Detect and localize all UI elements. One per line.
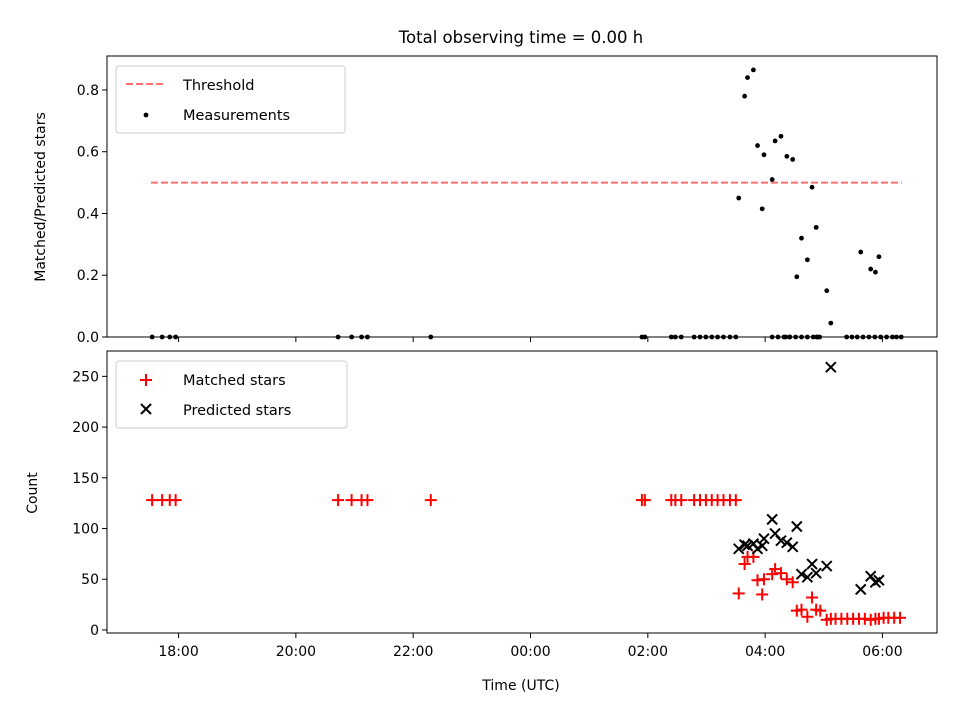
- predicted-star-point: [786, 541, 799, 553]
- top-plot-frame: [106, 55, 938, 338]
- matched-star-point: [757, 573, 770, 586]
- bottom-plot-frame: [106, 350, 938, 634]
- x-axis-label: Time (UTC): [481, 678, 559, 694]
- measurement-point: [736, 195, 742, 201]
- matched-star-point: [756, 588, 769, 601]
- x-tick-label: 04:00: [745, 644, 785, 660]
- predicted-star-point: [821, 560, 833, 572]
- y-tick-label: 0.4: [77, 206, 99, 222]
- matched-star-point: [814, 604, 827, 617]
- measurement-point: [755, 143, 760, 148]
- y-tick-label: 0.8: [77, 83, 99, 99]
- measurement-point: [759, 206, 765, 212]
- x-tick-label: 18:00: [158, 644, 198, 660]
- matched-star-point: [675, 494, 688, 507]
- predicted-star-point: [873, 574, 885, 586]
- matched-star-point: [732, 587, 745, 600]
- x-tick-label: 06:00: [862, 644, 902, 660]
- measurement-point: [751, 67, 756, 73]
- matched-star-point: [332, 494, 345, 507]
- predicted-legend-label: Predicted stars: [183, 403, 291, 419]
- measurement-point: [828, 320, 834, 326]
- measurement-point: [813, 224, 819, 230]
- measurement-point: [784, 153, 790, 159]
- measurement-point: [769, 177, 775, 182]
- x-tick-label: 02:00: [628, 644, 668, 660]
- threshold-legend-label: Threshold: [182, 78, 254, 94]
- measurement-point: [745, 75, 750, 81]
- matched-star-point: [894, 611, 907, 624]
- x-tick-label: 20:00: [276, 644, 316, 660]
- top-legend: Threshold Measurements: [115, 65, 346, 134]
- x-tick-label: 22:00: [393, 644, 433, 660]
- y-tick-label: 250: [72, 369, 99, 385]
- matched-legend-marker: [140, 374, 152, 386]
- predicted-star-point: [766, 513, 778, 526]
- predicted-star-point: [806, 558, 818, 570]
- measurement-point: [799, 235, 804, 241]
- matched-star-point: [751, 574, 764, 587]
- matched-star-point: [361, 494, 374, 507]
- measurement-point: [858, 249, 864, 255]
- predicted-star-point: [733, 543, 745, 555]
- measurement-point: [794, 274, 800, 280]
- measurement-point: [804, 257, 810, 263]
- top-y-axis-label: Matched/Predicted stars: [33, 112, 49, 282]
- matched-star-point: [806, 591, 819, 604]
- bottom-plot-area: [146, 361, 907, 626]
- matched-star-point: [638, 494, 651, 507]
- matched-star-point: [424, 494, 437, 507]
- measurements-legend-marker: [143, 112, 149, 118]
- matched-star-point: [786, 576, 799, 589]
- measurement-point: [742, 93, 748, 99]
- predicted-star-point: [795, 568, 808, 580]
- measurement-point: [824, 288, 830, 294]
- y-tick-label: 200: [72, 420, 99, 436]
- measurement-point: [778, 133, 784, 139]
- y-tick-label: 150: [72, 471, 99, 487]
- predicted-star-point: [791, 520, 803, 533]
- predicted-star-point: [758, 532, 770, 545]
- y-tick-label: 50: [81, 572, 99, 588]
- matched-legend-label: Matched stars: [183, 373, 286, 389]
- y-tick-label: 0: [90, 623, 99, 639]
- measurements-legend-label: Measurements: [183, 108, 290, 124]
- matched-star-point: [795, 603, 808, 616]
- y-tick-label: 0.6: [77, 145, 99, 161]
- matched-star-point: [169, 494, 182, 507]
- matched-star-point: [766, 568, 779, 581]
- measurement-point: [873, 269, 878, 275]
- matched-star-point: [729, 494, 742, 507]
- bottom-legend: Matched stars Predicted stars: [115, 360, 348, 429]
- measurement-point: [868, 266, 874, 272]
- measurement-point: [790, 157, 796, 162]
- predicted-legend-marker: [140, 403, 152, 415]
- matched-star-point: [801, 610, 814, 623]
- measurement-point: [809, 184, 815, 190]
- measurement-point: [761, 152, 767, 158]
- predicted-star-point: [781, 537, 793, 549]
- y-tick-label: 100: [72, 522, 99, 538]
- measurement-point: [772, 138, 778, 144]
- matched-star-point: [858, 612, 871, 625]
- x-tick-label: 00:00: [510, 644, 550, 660]
- measurement-point: [876, 254, 882, 260]
- top-chart-title: Total observing time = 0.00 h: [398, 28, 643, 47]
- y-tick-label: 0.2: [77, 268, 99, 284]
- predicted-star-point: [855, 583, 867, 596]
- matched-star-point: [774, 567, 787, 580]
- matched-star-point: [738, 558, 751, 571]
- predicted-star-point: [825, 361, 837, 373]
- predicted-star-point: [801, 571, 814, 583]
- bottom-y-axis-label: Count: [25, 472, 41, 514]
- y-tick-label: 0.0: [77, 330, 99, 346]
- predicted-star-point: [810, 567, 822, 579]
